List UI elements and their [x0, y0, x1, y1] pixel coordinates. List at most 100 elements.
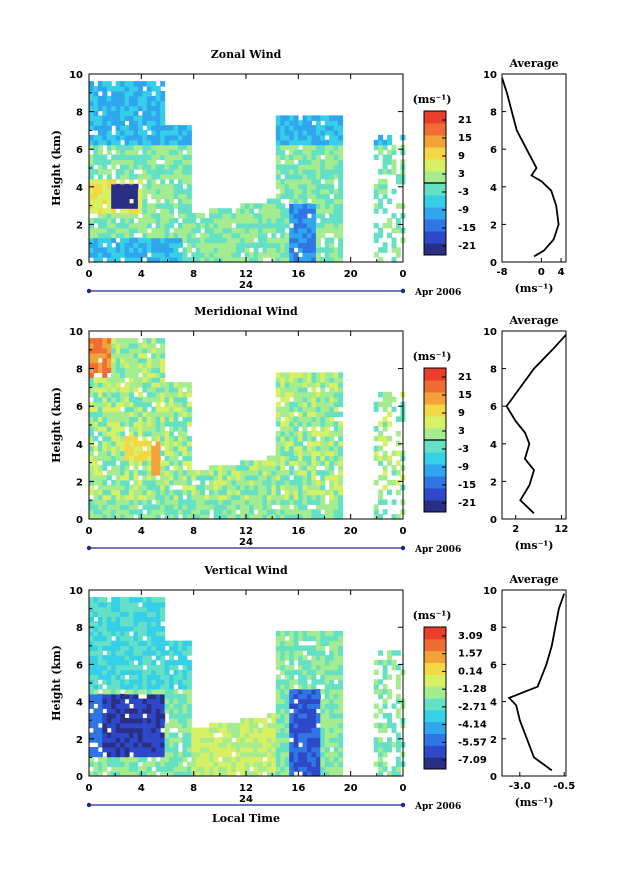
- heatmap-cell: [169, 494, 175, 501]
- heatmap-cell: [249, 475, 255, 481]
- heatmap-cell: [142, 465, 148, 471]
- heatmap-cell: [284, 669, 290, 675]
- heatmap-cell: [329, 174, 335, 180]
- heatmap-cell: [93, 421, 99, 427]
- heatmap-cell: [151, 218, 157, 224]
- heatmap-cell: [182, 674, 188, 680]
- heatmap-cell: [284, 742, 290, 748]
- heatmap-cell: [186, 645, 192, 651]
- y-tick-label: 8: [76, 108, 83, 119]
- heatmap-cell: [146, 650, 152, 656]
- heatmap-cell: [169, 431, 175, 437]
- heatmap-cell: [120, 411, 126, 417]
- heatmap-cell: [97, 213, 103, 219]
- heatmap-cell: [262, 475, 268, 481]
- heatmap-cell: [102, 100, 108, 107]
- heatmap-cell: [293, 139, 299, 146]
- heatmap-cell: [307, 732, 312, 738]
- heatmap-cell: [133, 718, 139, 724]
- heatmap-cell: [164, 232, 170, 239]
- heatmap-cell: [111, 357, 117, 364]
- heatmap-cell: [129, 674, 134, 680]
- heatmap-cell: [275, 479, 281, 486]
- heatmap-cell: [137, 134, 143, 141]
- heatmap-cell: [320, 431, 326, 437]
- heatmap-cell: [387, 411, 392, 417]
- heatmap-cell: [115, 640, 121, 646]
- heatmap-cell: [262, 247, 268, 253]
- heatmap-cell: [298, 718, 304, 724]
- heatmap-cell: [124, 756, 130, 763]
- heatmap-cell: [164, 130, 170, 136]
- heatmap-cell: [378, 475, 384, 481]
- heatmap-cell: [89, 645, 94, 651]
- heatmap-cell: [333, 450, 339, 457]
- heatmap-cell: [133, 90, 139, 97]
- heatmap-cell: [378, 514, 384, 520]
- heatmap-cell: [137, 597, 143, 603]
- heatmap-cell: [249, 257, 255, 263]
- heatmap-cell: [382, 484, 388, 491]
- heatmap-cell: [89, 484, 94, 491]
- heatmap-cell: [115, 159, 121, 165]
- colorbar-swatch: [424, 476, 446, 489]
- heatmap-cell: [182, 713, 188, 719]
- heatmap-cell: [298, 761, 304, 767]
- heatmap-cell: [302, 406, 308, 413]
- heatmap-cell: [329, 247, 335, 253]
- heatmap-cell: [280, 732, 286, 738]
- heatmap-cell: [240, 751, 246, 758]
- heatmap-cell: [151, 470, 157, 476]
- heatmap-cell: [315, 149, 321, 156]
- heatmap-cell: [146, 178, 152, 185]
- heatmap-cell: [106, 664, 112, 671]
- heatmap-cell: [102, 120, 108, 126]
- heatmap-cell: [382, 164, 388, 170]
- heatmap-cell: [124, 504, 130, 510]
- heatmap-cell: [289, 183, 295, 190]
- heatmap-cell: [155, 110, 161, 116]
- heatmap-cell: [173, 159, 179, 165]
- heatmap-cell: [102, 504, 108, 510]
- heatmap-cell: [373, 232, 379, 239]
- heatmap-cell: [395, 674, 401, 680]
- heatmap-cell: [155, 90, 161, 97]
- heatmap-cell: [195, 222, 201, 229]
- heatmap-cell: [311, 455, 317, 461]
- heatmap-cell: [333, 406, 339, 413]
- heatmap-cell: [160, 183, 166, 190]
- heatmap-cell: [146, 372, 152, 378]
- heatmap-cell: [387, 222, 392, 229]
- heatmap-cell: [182, 247, 188, 253]
- heatmap-cell: [106, 431, 112, 437]
- heatmap-cell: [173, 421, 179, 427]
- heatmap-cell: [218, 722, 223, 729]
- heatmap-cell: [280, 169, 286, 175]
- heatmap-cell: [266, 470, 272, 476]
- heatmap-cell: [329, 149, 335, 156]
- heatmap-cell: [231, 213, 237, 219]
- heatmap-cell: [293, 198, 299, 204]
- heatmap-cell: [280, 479, 286, 486]
- heatmap-cell: [284, 406, 290, 413]
- heatmap-cell: [311, 465, 317, 471]
- heatmap-cell: [315, 751, 321, 758]
- heatmap-cell: [307, 421, 312, 427]
- heatmap-cell: [333, 218, 339, 224]
- heatmap-cell: [173, 747, 179, 753]
- heatmap-cell: [395, 450, 401, 457]
- heatmap-cell: [382, 659, 388, 666]
- heatmap-cell: [373, 252, 379, 258]
- heatmap-cell: [244, 756, 250, 763]
- heatmap-cell: [195, 227, 201, 234]
- heatmap-cell: [97, 693, 103, 700]
- heatmap-cell: [284, 242, 290, 248]
- heatmap-cell: [338, 193, 344, 200]
- heatmap-cell: [209, 242, 215, 248]
- heatmap-cell: [249, 494, 255, 501]
- heatmap-cell: [387, 391, 392, 398]
- heatmap-cell: [289, 115, 295, 121]
- heatmap-cell: [111, 247, 117, 253]
- heatmap-cell: [324, 372, 330, 378]
- heatmap-cell: [329, 751, 335, 758]
